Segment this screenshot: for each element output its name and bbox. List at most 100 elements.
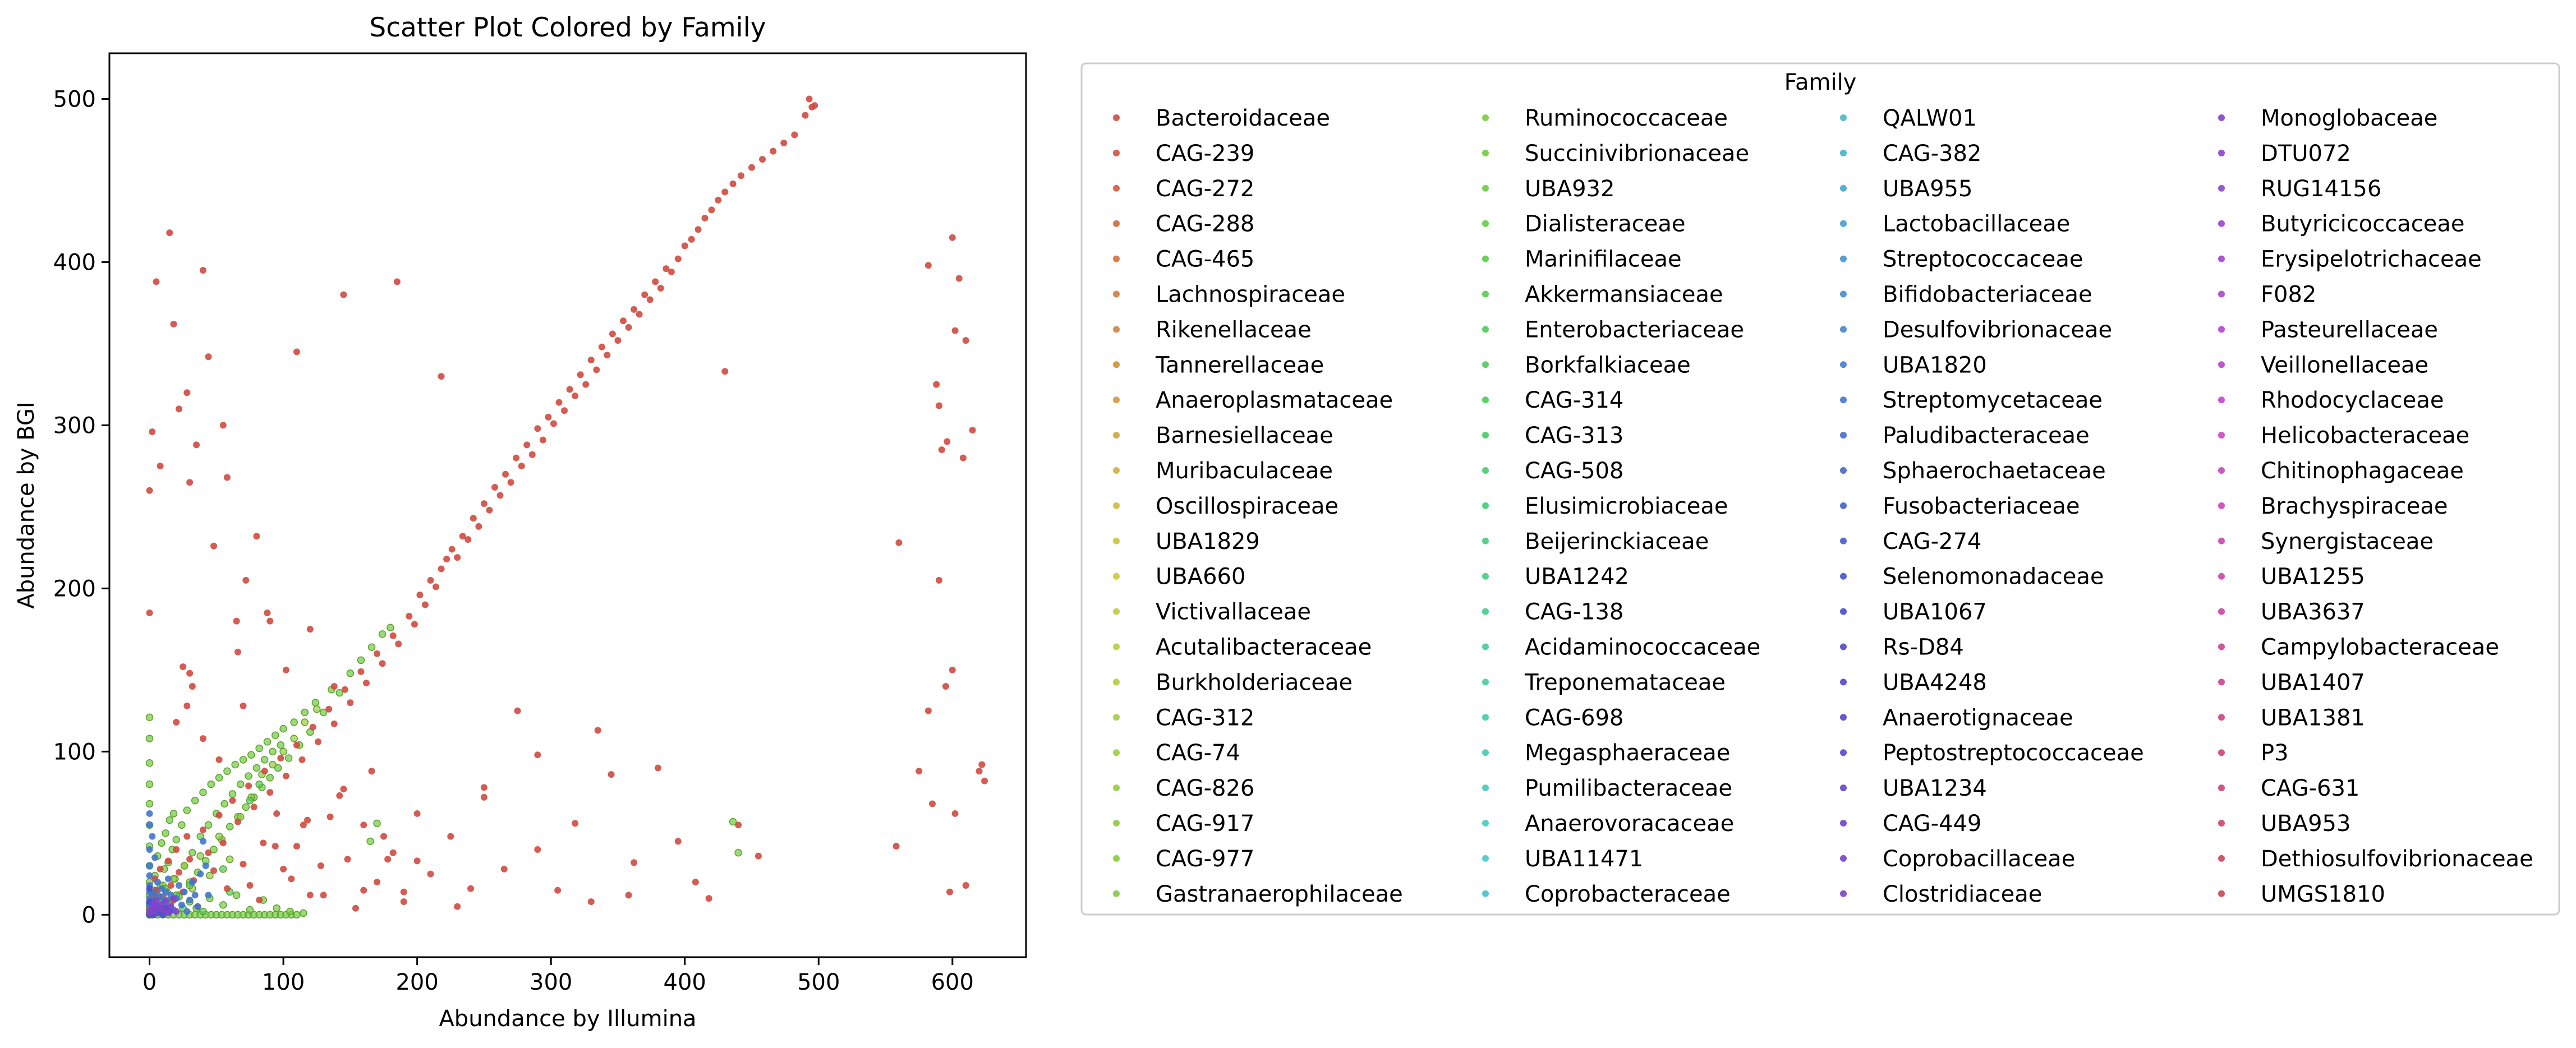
data-point [202,862,209,870]
legend-marker [1840,255,1847,262]
y-axis: 0 100 200 300 400 500 [53,86,109,928]
x-tick-label: 400 [664,969,706,995]
legend-label: P3 [2261,740,2289,766]
data-point [186,479,194,486]
data-point [165,816,174,824]
data-point [266,789,274,796]
legend-label: Erysipelotrichaceae [2261,247,2482,273]
legend-label: Paludibacteraceae [1883,423,2090,449]
legend-marker [1840,855,1847,862]
legend-marker [1113,149,1120,156]
data-point [491,483,498,491]
data-point [459,533,466,540]
data-point [317,862,324,870]
data-point [380,833,388,840]
data-point [169,810,178,818]
data-point [210,846,218,853]
data-point [748,164,755,171]
legend-marker [1113,467,1120,474]
legend-marker [2218,114,2225,121]
data-point [247,751,255,759]
data-point [357,656,365,664]
legend-marker [2218,290,2225,298]
data-point [933,381,940,388]
data-point [293,741,300,749]
data-point [341,686,348,693]
data-point [587,357,595,364]
x-axis: 0 100 200 300 400 500 600 [142,957,974,995]
data-point [146,610,153,617]
legend-label: UBA1820 [1883,352,1987,378]
data-point [173,718,180,726]
legend-label: Coprobacillaceae [1883,846,2075,872]
legend-marker [1840,537,1847,544]
data-point [260,839,267,847]
legend-marker [1840,184,1847,192]
legend-marker [1840,502,1847,509]
data-point [301,708,309,717]
data-point [191,892,199,899]
legend-marker [2218,643,2225,650]
data-point [951,327,959,334]
data-point [205,849,212,856]
data-point [145,735,154,742]
legend-marker [2218,255,2225,262]
data-point [959,454,967,461]
data-point [433,583,440,590]
data-point [146,862,153,870]
data-point [692,879,699,886]
legend-marker [2218,184,2225,192]
data-point [344,856,351,863]
data-point [170,321,177,328]
legend-label: Lachnospiraceae [1156,282,1345,308]
legend-marker [1482,396,1489,404]
data-point [734,849,742,857]
data-point [288,875,295,883]
legend-label: Anaerovoracaceae [1525,811,1734,837]
legend-label: Treponemataceae [1524,670,1726,695]
data-point [242,803,250,811]
data-point [146,487,153,494]
data-point [178,821,186,829]
legend-marker [1113,890,1120,897]
legend-marker [2218,467,2225,474]
data-point [641,291,648,298]
data-point [708,206,715,214]
data-point [935,402,942,409]
data-point [226,855,234,864]
legend-label: Rikenellaceae [1156,317,1312,343]
data-point [272,731,279,740]
data-point [306,626,314,633]
legend-marker [1113,784,1120,792]
legend-label: CAG-917 [1156,811,1254,837]
legend-label: Rhodocyclaceae [2261,387,2444,413]
legend-marker [1482,361,1489,368]
legend-marker [1840,361,1847,368]
legend-label: Barnesiellaceae [1156,423,1333,449]
data-point [895,539,903,546]
legend-marker [1482,537,1489,544]
legend-marker [1113,432,1120,439]
data-point [146,872,153,879]
data-point [946,888,954,895]
data-point [159,911,167,918]
legend-label: CAG-239 [1156,141,1254,167]
data-point [668,268,675,275]
data-point [188,682,196,690]
legend-marker [1840,114,1847,121]
data-point [325,705,333,713]
x-tick-label: 200 [395,969,438,995]
legend-entries: Bacteroidaceae CAG-239 CAG-272 CAG-288 CAG-4… [1113,105,2533,907]
legend-marker [1482,714,1489,721]
legend-marker [1840,678,1847,686]
data-point [625,892,632,899]
data-point [176,869,183,876]
data-point [561,407,568,414]
data-point [293,348,300,356]
data-point [277,755,284,762]
data-point [304,816,311,824]
data-point [652,278,659,285]
legend-marker [1113,114,1120,121]
data-point [486,506,493,514]
